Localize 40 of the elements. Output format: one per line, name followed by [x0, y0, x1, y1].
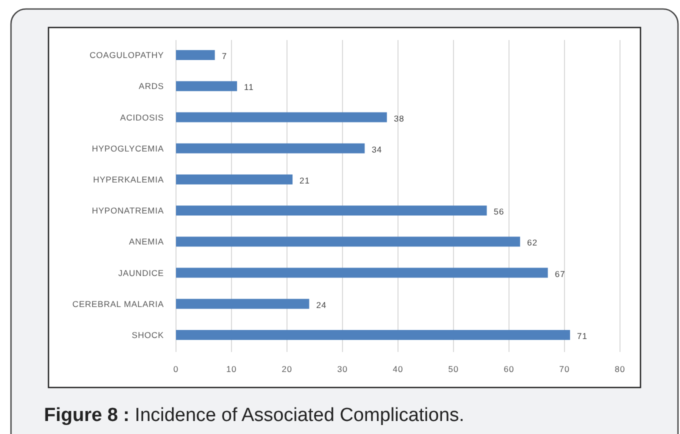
y-tick-label: COAGULOPATHY [90, 50, 164, 60]
y-tick-label: SHOCK [132, 330, 164, 340]
y-tick-label: HYPONATREMIA [92, 206, 164, 216]
bar [176, 236, 520, 247]
y-tick-label: HYPERKALEMIA [93, 174, 164, 184]
x-tick-label: 80 [614, 364, 626, 374]
y-tick-label: ANEMIA [129, 236, 164, 247]
data-label: 21 [300, 175, 310, 186]
x-tick-label: 60 [504, 364, 514, 374]
data-label: 56 [494, 206, 504, 217]
data-label: 67 [554, 268, 566, 279]
text: Figure 8 : Incidence of Associated Complications. [44, 405, 464, 426]
data-label: 38 [394, 113, 404, 124]
bar [176, 112, 387, 122]
y-tick-label: HYPOGLYCEMIA [92, 143, 164, 154]
x-tick-label: 0 [173, 364, 179, 374]
x-tick-label: 10 [226, 364, 237, 374]
x-tick-label: 50 [448, 364, 459, 374]
bar [176, 174, 293, 184]
data-label: 34 [372, 144, 382, 154]
bar [176, 206, 487, 216]
x-tick-label: 20 [282, 364, 292, 374]
y-tick-label: ARDS [138, 81, 164, 92]
bar [176, 330, 570, 340]
x-tick-label: 40 [392, 364, 404, 374]
y-tick-label: ACIDOSIS [120, 112, 164, 122]
data-label: 11 [244, 82, 254, 92]
x-tick-label: 70 [559, 364, 570, 374]
data-label: 62 [527, 238, 538, 248]
bar [176, 143, 365, 154]
bar [176, 81, 238, 92]
bar [176, 50, 215, 60]
data-label: 24 [316, 300, 327, 310]
bar [176, 298, 310, 309]
data-label: 71 [577, 330, 588, 341]
y-tick-label: JAUNDICE [118, 268, 164, 278]
data-label: 7 [222, 51, 228, 62]
bar [176, 268, 548, 278]
y-tick-label: CEREBRAL MALARIA [72, 298, 164, 309]
x-tick-label: 30 [337, 364, 348, 374]
